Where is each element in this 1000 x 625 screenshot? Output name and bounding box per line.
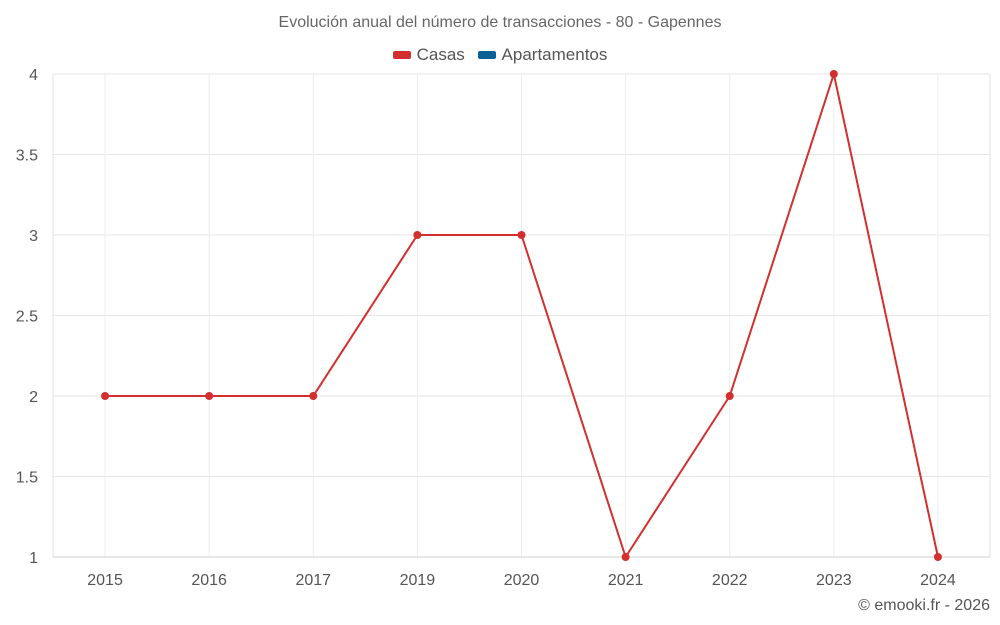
legend-swatch-casas	[392, 51, 411, 59]
legend-label-casas: Casas	[416, 45, 465, 64]
credit-text: © emooki.fr - 2026	[858, 597, 990, 614]
y-tick-label: 4	[29, 67, 38, 84]
x-tick-label: 2023	[816, 572, 852, 589]
y-tick-label: 3	[29, 228, 38, 245]
y-tick-label: 3.5	[16, 148, 38, 165]
legend-label-apartamentos: Apartamentos	[501, 45, 608, 64]
data-point-casas[interactable]	[413, 231, 422, 239]
x-axis: 2015 2016 2017 2019 2020 2021 2022 2023 2024	[87, 572, 956, 589]
legend: Casas Apartamentos	[0, 44, 1000, 65]
data-point-casas[interactable]	[829, 70, 838, 78]
legend-swatch-apartamentos	[477, 51, 496, 59]
chart-title: Evolución anual del número de transaccio…	[278, 14, 722, 31]
legend-item-apartamentos[interactable]: Apartamentos	[477, 45, 608, 65]
legend-item-casas[interactable]: Casas	[392, 45, 465, 65]
y-tick-label: 2	[29, 389, 38, 406]
x-tick-label: 2019	[400, 572, 436, 589]
y-tick-label: 1.5	[16, 470, 38, 487]
x-tick-label: 2017	[295, 572, 331, 589]
x-tick-label: 2020	[504, 572, 540, 589]
y-axis: 1 1.5 2 2.5 3 3.5 4	[16, 67, 38, 567]
x-tick-label: 2016	[191, 572, 227, 589]
data-point-casas[interactable]	[621, 553, 630, 561]
data-point-casas[interactable]	[517, 231, 526, 239]
data-point-casas[interactable]	[725, 392, 734, 400]
data-point-casas[interactable]	[101, 392, 110, 400]
x-tick-label: 2015	[87, 572, 123, 589]
x-tick-label: 2024	[920, 572, 956, 589]
series-layer	[101, 70, 942, 561]
data-point-casas[interactable]	[933, 553, 942, 561]
x-tick-label: 2022	[712, 572, 748, 589]
y-tick-label: 1	[29, 550, 38, 567]
data-point-casas[interactable]	[205, 392, 214, 400]
x-tick-label: 2021	[608, 572, 644, 589]
data-point-casas[interactable]	[309, 392, 318, 400]
y-tick-label: 2.5	[16, 309, 38, 326]
